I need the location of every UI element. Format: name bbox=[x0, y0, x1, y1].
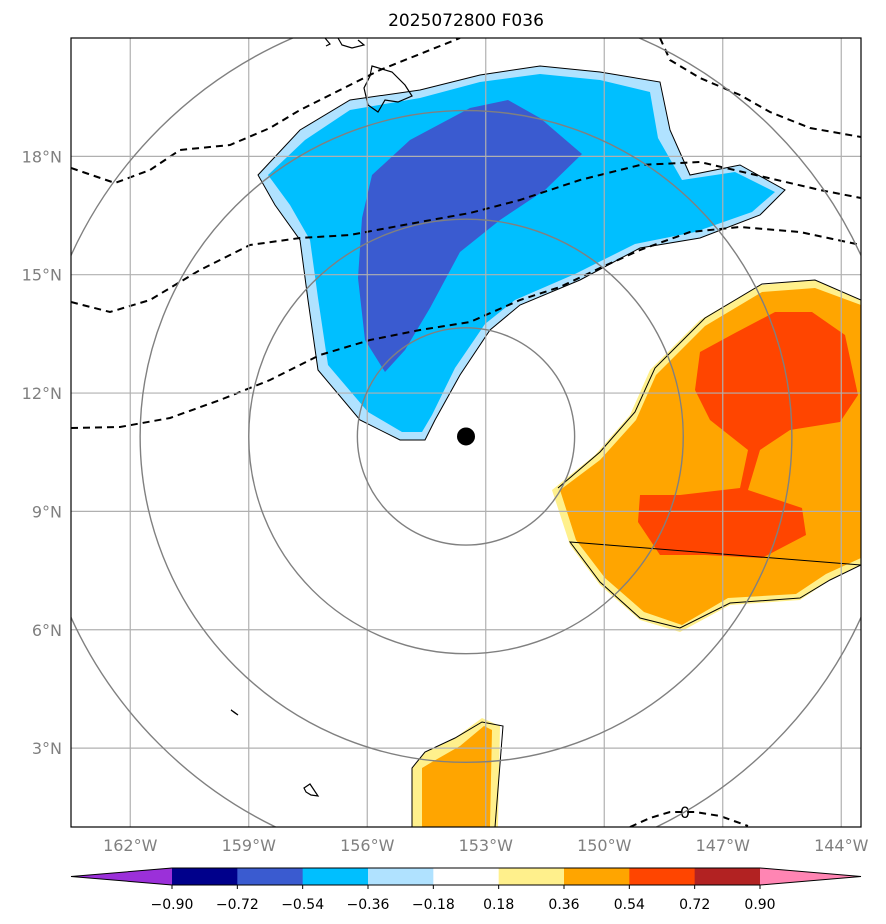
lat-tick-label: 9°N bbox=[32, 502, 62, 521]
colorbar-extend-high bbox=[760, 868, 861, 885]
range-ring-0 bbox=[356, 327, 576, 546]
range-ring-1 bbox=[248, 218, 684, 655]
lon-tick-label: 153°W bbox=[459, 836, 514, 855]
gridlines bbox=[71, 38, 861, 827]
colorbar-tick-label: 0.90 bbox=[744, 897, 775, 913]
lat-tick-label: 15°N bbox=[22, 266, 62, 285]
contour-positive-south bbox=[411, 721, 504, 827]
positive-anomaly-south bbox=[411, 718, 504, 827]
lat-tick-label: 12°N bbox=[22, 384, 62, 403]
map-area: 0 bbox=[71, 38, 861, 827]
colorbar-segment bbox=[368, 868, 434, 885]
colorbar-segment bbox=[237, 868, 304, 885]
dashed-contours bbox=[71, 38, 861, 827]
lat-tick-label: 6°N bbox=[32, 621, 62, 640]
colorbar-segment bbox=[433, 868, 500, 885]
contour-positive-east bbox=[557, 279, 861, 629]
colorbar-tick-label: −0.36 bbox=[347, 897, 390, 913]
chart-title: 2025072800 F036 bbox=[388, 11, 544, 31]
colorbar-segment bbox=[172, 868, 238, 885]
colorbar-tick-label: 0.18 bbox=[483, 897, 514, 913]
coastlines bbox=[230, 38, 413, 797]
colorbar-segment bbox=[694, 868, 761, 885]
storm-center-marker bbox=[457, 427, 475, 446]
colorbar-extend-low bbox=[71, 868, 172, 885]
colorbar-segment bbox=[302, 868, 369, 885]
coastline-islet-2 bbox=[303, 783, 320, 797]
colorbar-tick-label: 0.72 bbox=[679, 897, 710, 913]
lon-tick-label: 150°W bbox=[577, 836, 632, 855]
colorbar-segment bbox=[498, 868, 565, 885]
coastline-islet-1 bbox=[230, 709, 239, 716]
latitude-tick-labels: 3°N 6°N 9°N 12°N 15°N 18°N bbox=[22, 147, 62, 758]
longitude-tick-labels: 162°W 159°W 156°W 153°W 150°W 147°W 144°W bbox=[103, 836, 869, 855]
dashed-contour-5 bbox=[629, 811, 749, 827]
range-ring-2 bbox=[139, 109, 793, 764]
colorbar-tick-label: 0.54 bbox=[614, 897, 645, 913]
lon-tick-label: 162°W bbox=[103, 836, 158, 855]
dashed-contour-4 bbox=[659, 38, 861, 138]
map-frame bbox=[70, 37, 862, 828]
fill-plus-0.54 bbox=[638, 312, 858, 558]
coastline-hawaii bbox=[363, 65, 413, 113]
colorbar bbox=[70, 867, 862, 886]
colorbar-tick-label: −0.54 bbox=[281, 897, 324, 913]
colorbar-tick-label: −0.18 bbox=[412, 897, 455, 913]
colorbar-segment bbox=[564, 868, 630, 885]
contour-negative bbox=[257, 65, 786, 441]
lat-tick-label: 18°N bbox=[22, 147, 62, 166]
lat-tick-label: 3°N bbox=[32, 739, 62, 758]
negative-anomaly-north bbox=[257, 65, 786, 441]
colorbar-tick-label: −0.72 bbox=[216, 897, 259, 913]
fill-plus-0.36-south bbox=[422, 726, 492, 827]
colorbar-segment bbox=[629, 868, 696, 885]
coastline-maui bbox=[324, 38, 366, 49]
lon-tick-label: 159°W bbox=[222, 836, 277, 855]
lon-tick-label: 156°W bbox=[340, 836, 395, 855]
colorbar-tick-label: −0.90 bbox=[151, 897, 194, 913]
dashed-contour-3 bbox=[71, 225, 861, 429]
lon-tick-label: 144°W bbox=[814, 836, 869, 855]
lon-tick-label: 147°W bbox=[696, 836, 751, 855]
colorbar-tick-labels: −0.90 −0.72 −0.54 −0.36 −0.18 0.18 0.36 0.54 0.7… bbox=[151, 885, 776, 913]
range-rings bbox=[71, 38, 861, 827]
dashed-contour-2 bbox=[71, 160, 861, 314]
fill-minus-0.54 bbox=[358, 100, 582, 372]
colorbar-tick-label: 0.36 bbox=[548, 897, 579, 913]
